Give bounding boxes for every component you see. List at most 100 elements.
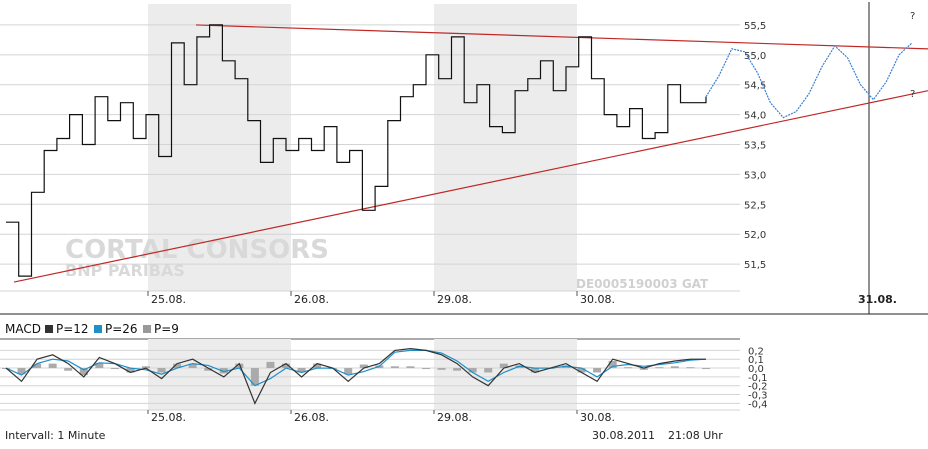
price-y-tick: 54,0 (744, 111, 766, 122)
interval-label: Intervall: 1 Minute (5, 429, 106, 442)
watermark-line1: CORTAL CONSORS (65, 235, 329, 265)
footer-time: 21:08 Uhr (668, 429, 723, 442)
macd-hist-bar (453, 368, 462, 371)
macd-hist-bar (359, 364, 368, 369)
watermark-line2: BNP PARIBAS (65, 261, 185, 280)
macd-hist-bar (468, 368, 477, 373)
watermark: CORTAL CONSORS BNP PARIBAS (65, 235, 329, 280)
footer-date: 30.08.2011 (592, 429, 655, 442)
macd-hist-bar (624, 367, 633, 369)
macd-hist-bar (499, 363, 508, 369)
macd-hist-bar (297, 368, 306, 373)
macd-y-tick: 0,1 (748, 355, 764, 366)
shaded-day-29 (434, 4, 577, 291)
price-y-tick: 55,0 (744, 51, 766, 62)
macd-hist-bar (188, 363, 197, 369)
price-series (6, 24, 707, 277)
macd-hist-bar (48, 363, 57, 369)
macd-hist-bar (173, 363, 182, 369)
macd-hist-bar (655, 367, 664, 369)
macd-hist-bar (204, 368, 213, 371)
macd-hist-bar (157, 368, 166, 373)
macd-hist-bar (250, 368, 259, 386)
macd-hist-bar (422, 368, 430, 370)
macd-hist-bar (33, 363, 42, 369)
macd-panel: MACD P=12 P=26 P=9 0,20,10,0-0,1-0,2-0,3… (0, 322, 768, 424)
macd-hist-bar (266, 361, 275, 369)
legend-p9: P=9 (154, 322, 179, 336)
macd-x-tick: 29.08. (437, 411, 472, 424)
macd-hist-bar (437, 368, 446, 370)
macd-hist-bar (110, 368, 119, 370)
macd-hist-bar (608, 361, 617, 369)
macd-hist-bar (344, 368, 353, 375)
price-panel: CORTAL CONSORS BNP PARIBAS DE0005190003 … (0, 2, 928, 315)
price-y-tick: 55,5 (744, 21, 766, 32)
macd-hist-bar (235, 363, 244, 369)
macd-hist-bar (126, 368, 135, 373)
forecast-line (705, 42, 913, 119)
legend-swatch-p26 (94, 325, 102, 333)
macd-y-axis: 0,20,10,0-0,1-0,2-0,3-0,4 (748, 346, 768, 410)
trendline-bottom (13, 90, 928, 283)
trend-lines (13, 24, 928, 283)
macd-hist-bar (17, 368, 26, 375)
price-y-tick: 53,0 (744, 170, 766, 181)
legend-p26: P=26 (105, 322, 138, 336)
price-line (6, 24, 707, 277)
macd-y-tick: -0,2 (748, 382, 768, 393)
macd-hist-bar (95, 362, 104, 369)
macd-p12-line (5, 347, 706, 405)
price-x-tick: 26.08. (294, 293, 329, 306)
macd-grid (0, 349, 740, 411)
price-grid (0, 24, 740, 292)
legend-swatch-p9 (143, 325, 151, 333)
macd-y-tick: -0,3 (748, 391, 768, 402)
price-y-tick: 54,5 (744, 81, 766, 92)
macd-hist-bar (577, 368, 586, 373)
forecast-mark-1: ? (910, 11, 915, 22)
macd-hist-bar (530, 368, 539, 373)
macd-hist-bar (406, 366, 415, 369)
macd-hist-bar (219, 368, 228, 374)
legend-p12: P=12 (56, 322, 89, 336)
macd-x-tick: 26.08. (294, 411, 329, 424)
price-x-tick: 25.08. (151, 293, 186, 306)
macd-hist-bar (79, 368, 88, 376)
macd-hist-bar (64, 368, 73, 371)
forecast-x-tick: 31.08. (858, 293, 897, 306)
macd-hist-bar (484, 368, 493, 373)
legend-swatch-p12 (45, 325, 53, 333)
macd-x-tick: 25.08. (151, 411, 186, 424)
macd-y-tick: 0,2 (748, 346, 764, 357)
price-y-tick: 52,5 (744, 200, 766, 211)
forecast-series (705, 42, 913, 119)
trendline-top (195, 24, 928, 50)
macd-y-tick: 0,0 (748, 364, 764, 375)
macd-y-tick: -0,4 (748, 399, 768, 410)
macd-x-axis: 25.08. 26.08. 29.08. 30.08. (147, 410, 615, 424)
forecast-mark-2: ? (910, 89, 915, 100)
macd-hist-bar (639, 368, 648, 370)
price-x-tick: 30.08. (580, 293, 615, 306)
macd-hist-bar (142, 366, 150, 369)
price-y-tick: 53,5 (744, 141, 766, 152)
legend-macd: MACD (5, 322, 41, 336)
price-x-axis: 25.08. 26.08. 29.08. 30.08. 31.08. (147, 291, 897, 306)
macd-hist-bar (670, 366, 679, 369)
macd-y-tick: -0,1 (748, 373, 768, 384)
macd-hist-bar (313, 363, 322, 369)
macd-hist-bar (686, 367, 695, 369)
isin-label: DE0005190003 GAT (576, 277, 709, 291)
macd-lines (5, 347, 707, 405)
macd-hist-bar (593, 368, 602, 373)
macd-hist-bar (282, 363, 290, 369)
macd-shade-29 (434, 339, 577, 410)
price-y-tick: 51,5 (744, 260, 766, 271)
price-y-tick: 52,0 (744, 230, 766, 241)
price-y-axis: 55,5 55,0 54,5 54,0 53,5 53,0 52,5 52,0 51,5 (744, 21, 766, 271)
macd-legend: MACD P=12 P=26 P=9 (5, 322, 179, 336)
price-x-tick: 29.08. (437, 293, 472, 306)
macd-x-tick: 30.08. (580, 411, 615, 424)
